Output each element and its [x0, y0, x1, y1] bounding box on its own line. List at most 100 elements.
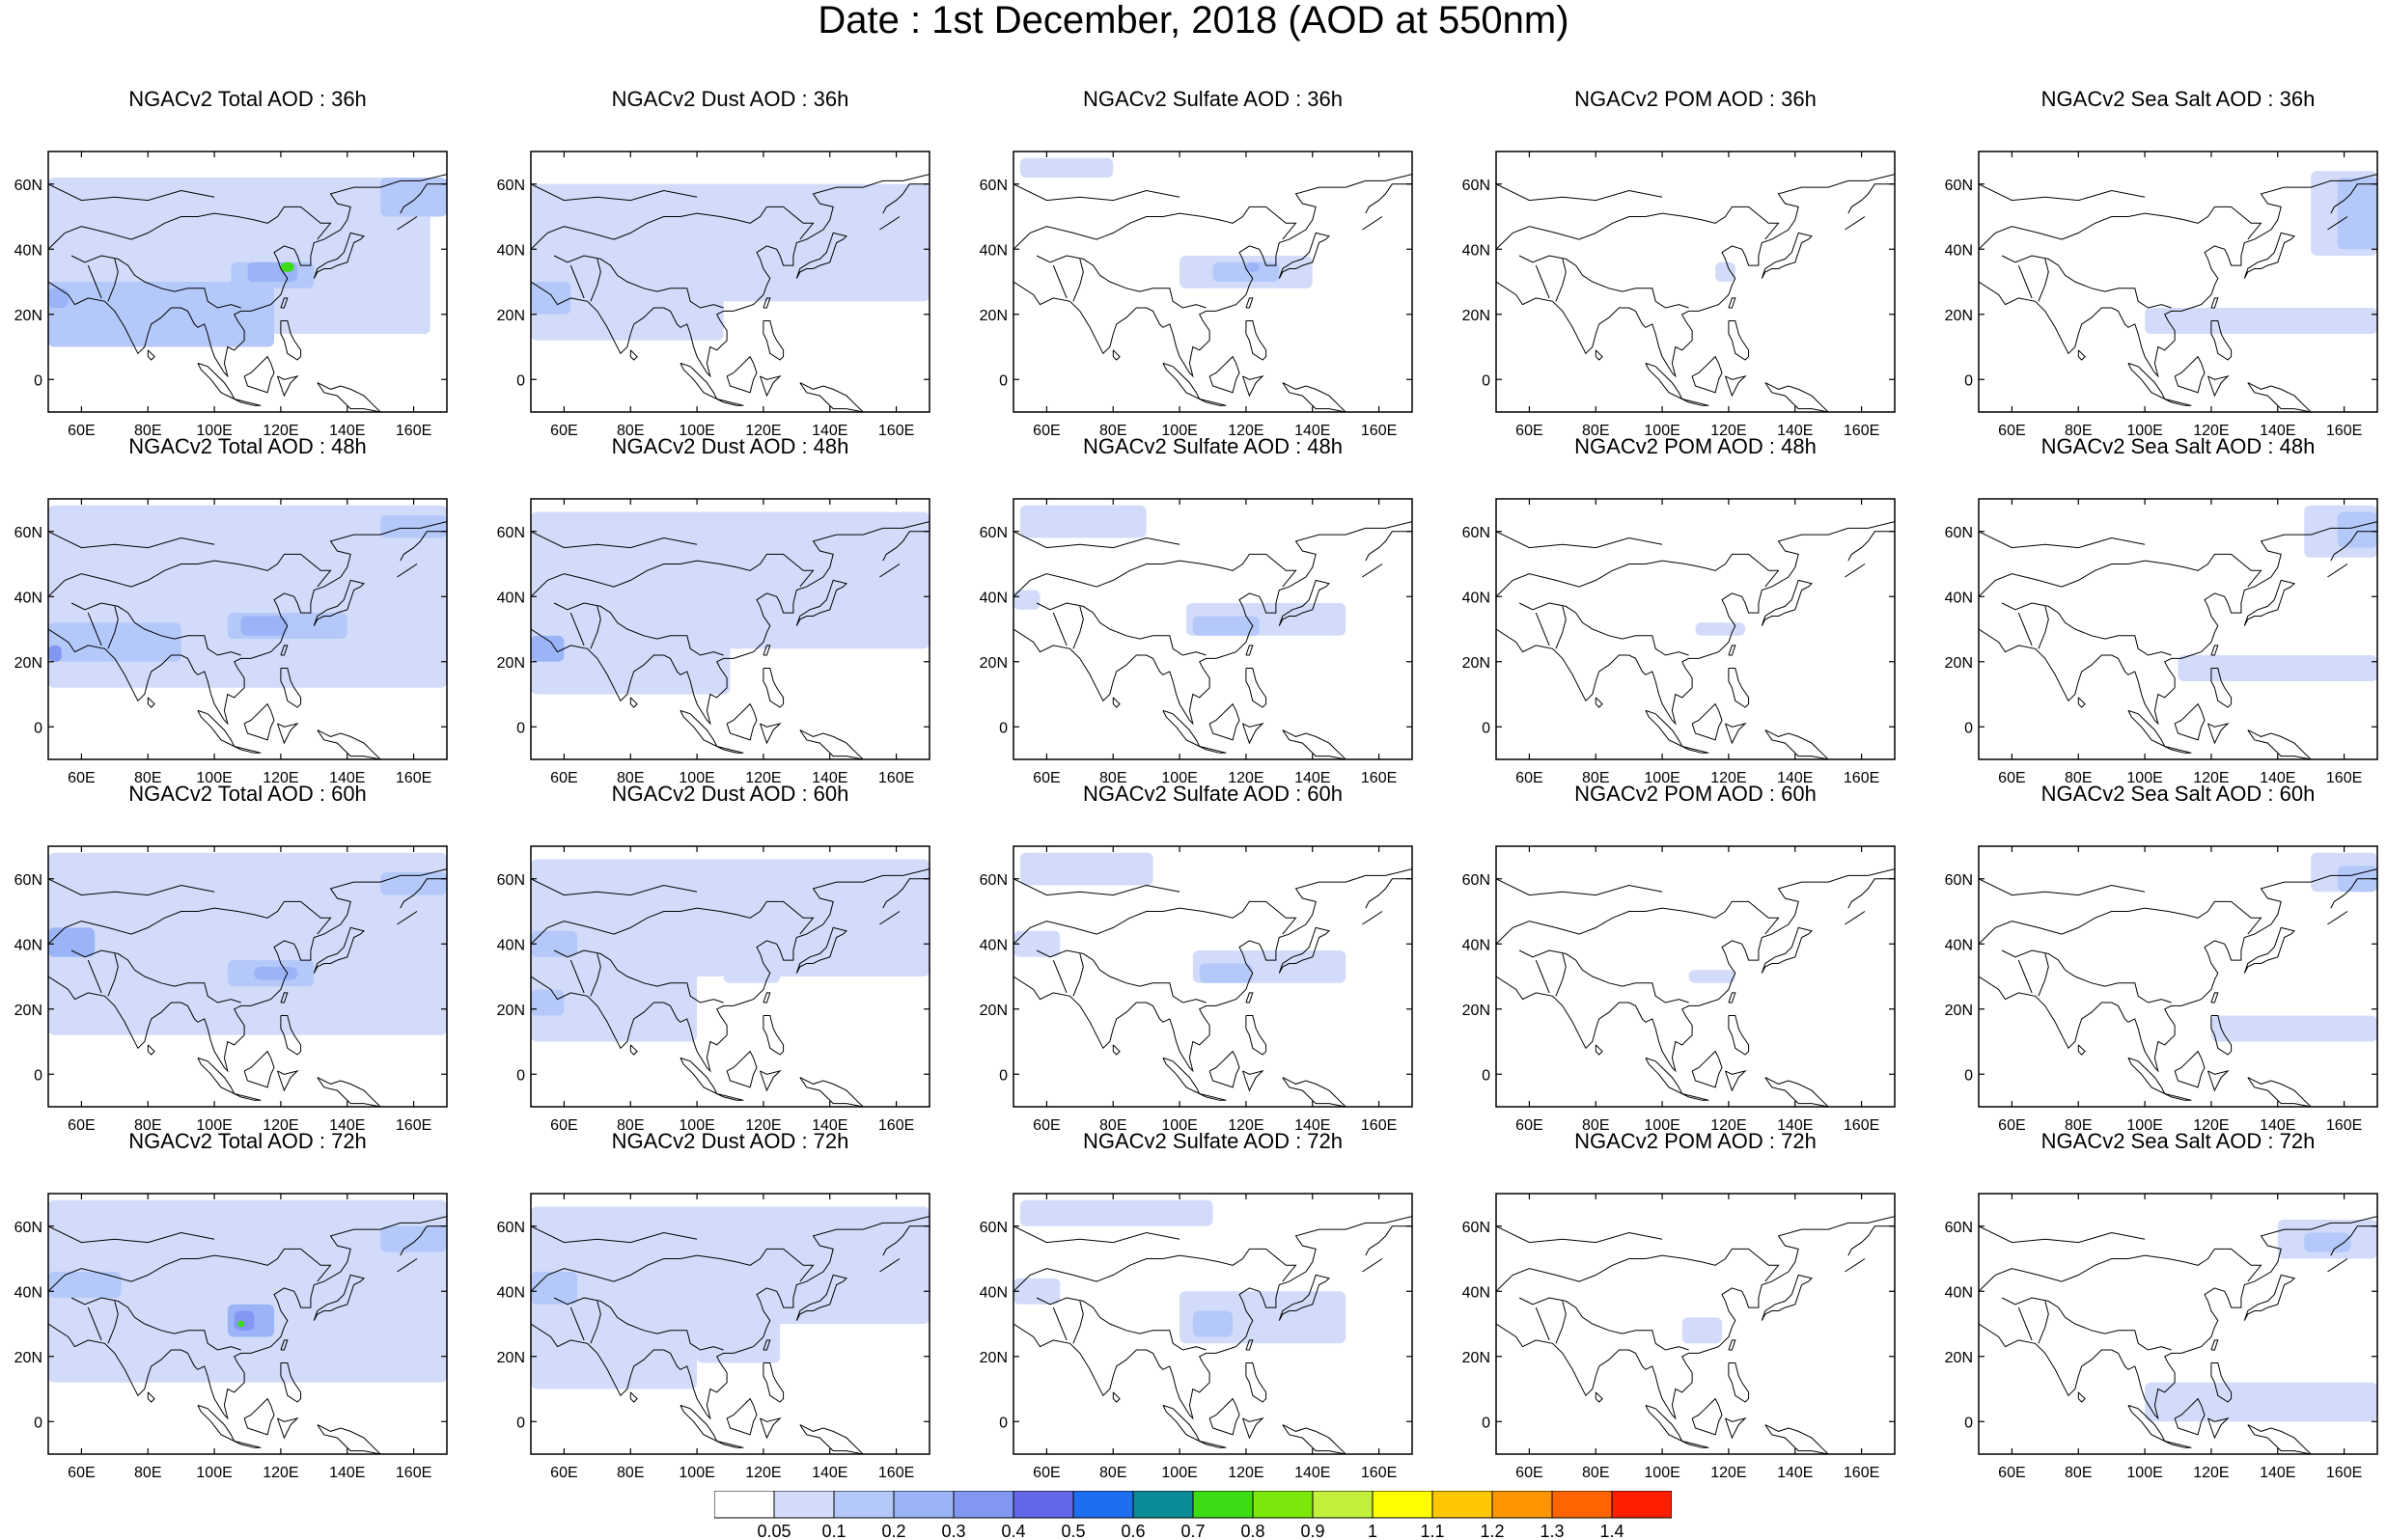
- colorbar-swatch: [1372, 1491, 1433, 1519]
- colorbar-label: 0.6: [1121, 1522, 1145, 1540]
- colorbar-swatch: [714, 1491, 775, 1519]
- map-plot: 0 20N 40N 60N 60E 80E 100E 120E 140E 160E: [980, 845, 1413, 1134]
- y-tick-label: 20N: [497, 308, 525, 324]
- coastline: [400, 531, 447, 562]
- y-tick-label: 0: [999, 1415, 1008, 1431]
- panel-title: NGACv2 Total AOD : 48h: [128, 434, 367, 458]
- coastline: [1847, 531, 1895, 562]
- colorbar-label: 0.8: [1240, 1522, 1264, 1540]
- coastline: [2210, 1362, 2233, 1403]
- coastline: [1645, 709, 1683, 748]
- plot-frame: [1013, 1193, 1413, 1455]
- x-tick-label: 160E: [1844, 770, 1879, 786]
- x-tick-label: 160E: [878, 770, 914, 786]
- coastline: [1278, 926, 1331, 974]
- aod-cell-level-2: [2337, 511, 2377, 548]
- coastline: [1555, 1301, 1567, 1344]
- x-tick-label: 60E: [550, 1117, 577, 1134]
- coastline: [1496, 206, 1780, 250]
- y-tick-label: 40N: [1945, 590, 1973, 606]
- y-tick-label: 40N: [1462, 242, 1490, 259]
- x-tick-label: 160E: [1361, 1117, 1397, 1134]
- aod-field: [1688, 970, 1735, 983]
- map-panel-sulfate-row4: NGACv2 Sulfate AOD : 72h 0 20N 40N 60N 60E 80E…: [965, 1129, 1413, 1481]
- coastline: [1645, 1057, 1683, 1095]
- coastline: [799, 1077, 864, 1107]
- colorbar-label: 0.9: [1300, 1522, 1324, 1540]
- coastline: [1245, 668, 1267, 708]
- colorbar-swatch: [1312, 1491, 1374, 1519]
- x-tick-label: 100E: [1161, 423, 1197, 439]
- aod-cell-level-3: [48, 927, 96, 957]
- x-tick-label: 120E: [263, 1465, 298, 1481]
- coastline: [1761, 579, 1814, 626]
- aod-cell-level-2: [2304, 1232, 2351, 1252]
- aod-cell-level-1: [2178, 655, 2377, 681]
- coastline: [2077, 697, 2086, 708]
- x-tick-label: 160E: [396, 1117, 431, 1134]
- map-plot: 0 20N 40N 60N 60E 80E 100E 120E 140E 160E: [1462, 1193, 1896, 1481]
- x-tick-label: 140E: [1777, 1117, 1813, 1134]
- coastline: [553, 602, 724, 656]
- coastline: [2174, 702, 2206, 741]
- x-tick-label: 120E: [745, 1117, 781, 1134]
- aod-cell-level-8: [237, 1320, 245, 1328]
- y-tick-label: 0: [1482, 720, 1490, 736]
- coastline: [1496, 1225, 1663, 1244]
- aod-cell-level-1: [1681, 1317, 1723, 1344]
- aod-field: [48, 178, 447, 347]
- coastline: [1725, 1069, 1747, 1092]
- y-tick-label: 20N: [14, 308, 42, 324]
- coastline: [1072, 259, 1084, 302]
- coastline: [48, 878, 215, 896]
- coastline: [2077, 1044, 2086, 1056]
- coastline: [234, 1441, 262, 1448]
- map-panel-pom-row4: NGACv2 POM AOD : 72h 0 20N 40N 60N 60E 80E 100E…: [1448, 1129, 1896, 1481]
- coastline: [70, 949, 241, 1004]
- coastline: [2330, 531, 2377, 562]
- panel-title: NGACv2 Sulfate AOD : 36h: [1082, 87, 1344, 111]
- map-panel-total-row4: NGACv2 Total AOD : 72h 0 20N 40N 60N 60E 80E 10…: [0, 1129, 448, 1481]
- coastline: [1691, 355, 1723, 394]
- coastline: [629, 697, 638, 708]
- aod-field: [531, 1206, 930, 1389]
- aod-cell-level-1: [1019, 505, 1147, 538]
- x-tick-label: 140E: [1294, 423, 1330, 439]
- x-tick-label: 140E: [812, 770, 847, 786]
- plot-frame: [47, 498, 448, 760]
- coastline: [107, 1301, 119, 1344]
- y-tick-label: 40N: [1462, 1284, 1490, 1301]
- coastline: [1728, 645, 1736, 656]
- x-tick-label: 140E: [329, 770, 365, 786]
- coastline: [48, 1225, 215, 1244]
- coastline: [1052, 264, 1068, 299]
- coastline: [1595, 1044, 1603, 1056]
- x-tick-label: 60E: [1998, 423, 2025, 439]
- aod-field: [1013, 505, 1346, 636]
- coastline: [2247, 382, 2312, 412]
- coastline: [1162, 362, 1201, 400]
- figure-title: Date : 1st December, 2018 (AOD at 550nm): [818, 0, 1569, 41]
- coastlines: [1496, 868, 1895, 1107]
- colorbar-label: 1.4: [1599, 1522, 1624, 1540]
- plot-frame: [47, 1193, 448, 1455]
- y-tick-label: 60N: [1945, 872, 1973, 889]
- map-panel-pom-row1: NGACv2 POM AOD : 36h 0 20N 40N 60N 60E 80E 100E…: [1448, 87, 1896, 439]
- x-tick-label: 140E: [1294, 770, 1330, 786]
- aod-cell-level-1: [531, 249, 724, 341]
- coastlines: [48, 868, 447, 1107]
- coastline: [531, 174, 930, 378]
- coastline: [70, 1297, 241, 1351]
- y-tick-label: 60N: [14, 872, 42, 889]
- x-tick-label: 120E: [263, 770, 298, 786]
- panel-title: NGACv2 Sulfate AOD : 60h: [1082, 782, 1344, 806]
- aod-field: [1695, 622, 1746, 636]
- y-tick-label: 0: [516, 1415, 525, 1431]
- y-tick-label: 40N: [980, 242, 1008, 259]
- aod-cell-level-1: [2145, 308, 2377, 334]
- coastline: [2207, 1069, 2230, 1092]
- y-tick-label: 60N: [1462, 872, 1490, 889]
- x-tick-label: 80E: [1582, 770, 1609, 786]
- x-tick-label: 120E: [1710, 770, 1746, 786]
- coastline: [48, 183, 215, 202]
